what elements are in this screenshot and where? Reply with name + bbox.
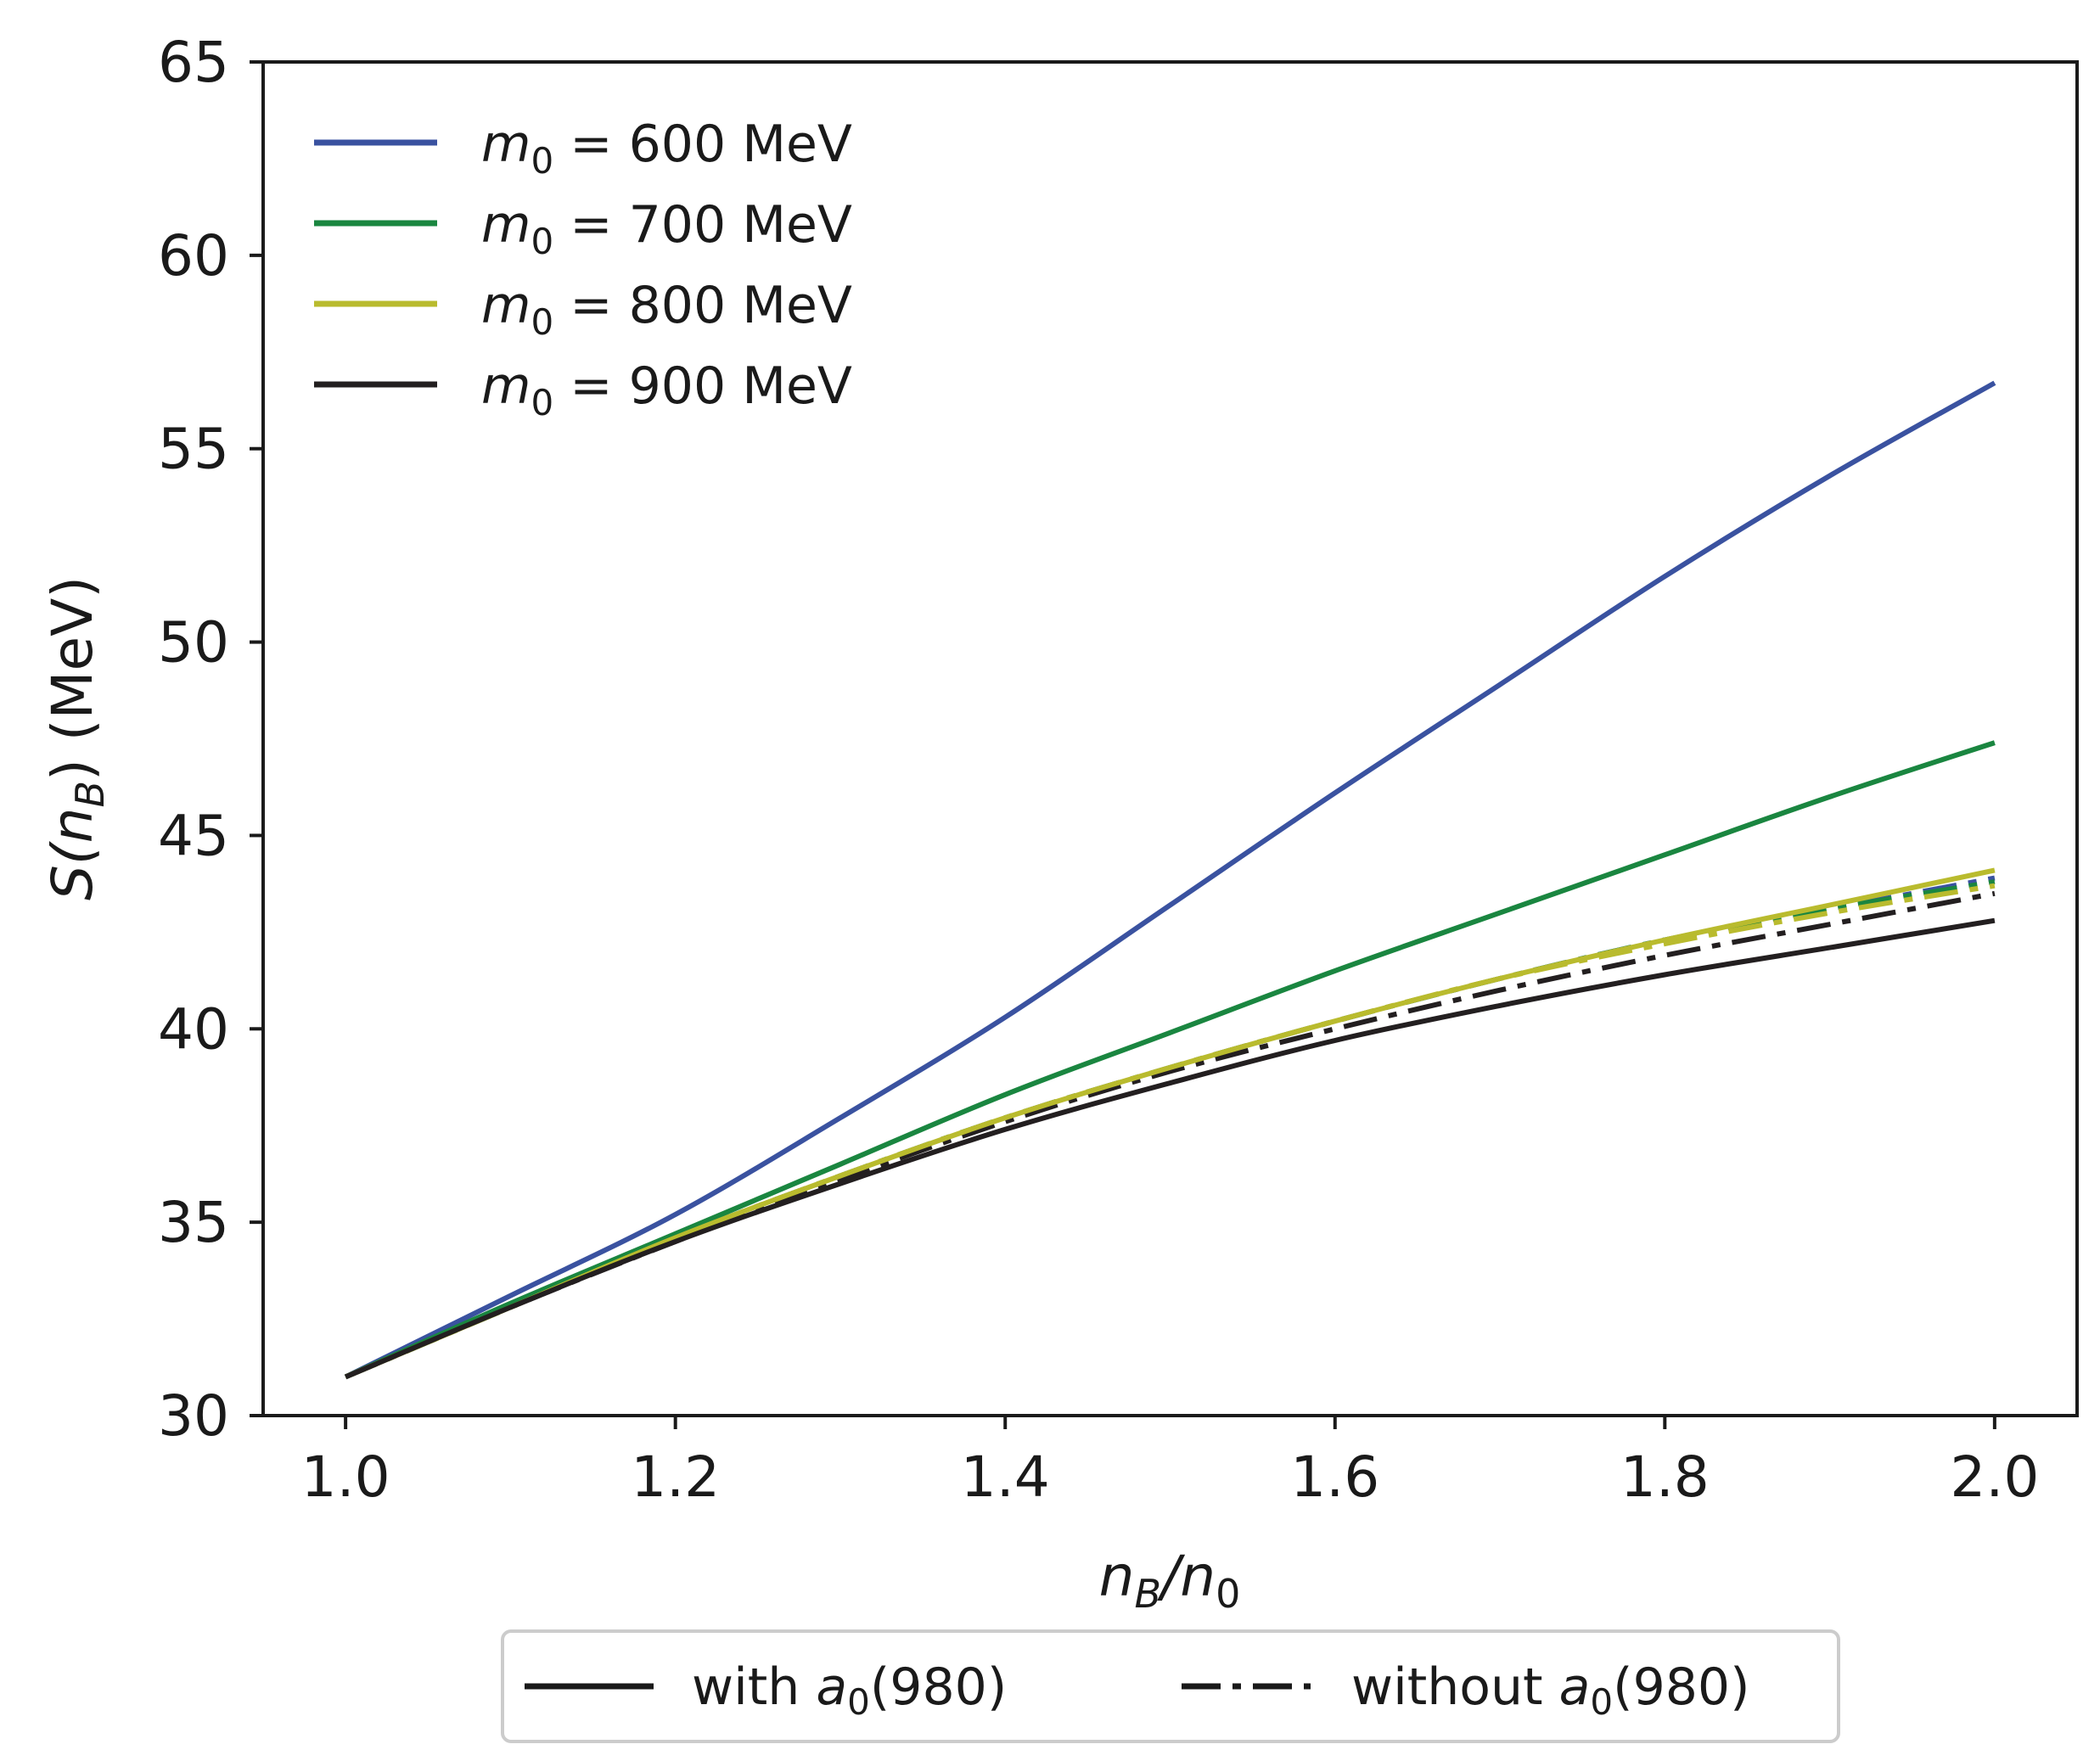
x-tick-label: 2.0 [1950,1444,2039,1510]
y-tick-label: 65 [158,30,229,95]
x-axis-ticks: 1.0 1.2 1.4 1.6 1.8 2.0 [301,1416,2039,1510]
y-tick-label: 35 [158,1190,229,1255]
line-style-legend-box [501,1629,1840,1743]
series-line-with-a0 [344,380,1996,1380]
y-tick-label: 40 [158,996,229,1062]
y-tick-label: 60 [158,223,229,289]
mass-legend: m0 = 600 MeV m0 = 700 MeV m0 = 800 MeV m0 =… [314,115,852,423]
plot-frame [261,60,2079,1417]
y-axis-label: S(nB) (MeV) [40,576,113,900]
x-tick-label: 1.4 [961,1444,1050,1510]
line-style-legend: with a0(980) without a0(980) [501,1629,1840,1743]
series-line-with-a0 [344,867,1996,1380]
y-tick-label: 45 [158,803,229,868]
legend-label: m0 = 900 MeV [481,356,852,423]
series-line-with-a0 [344,740,1996,1380]
series-line-without-a0 [344,875,1996,1380]
y-tick-label: 30 [158,1383,229,1449]
plot-lines [344,380,1996,1380]
y-tick-label: 50 [158,610,229,676]
y-axis-ticks: 30 35 40 45 50 55 60 65 [158,30,263,1449]
x-tick-label: 1.8 [1620,1444,1710,1510]
legend-label: m0 = 600 MeV [481,115,852,182]
series-line-without-a0 [344,890,1996,1380]
legend-without-label: without a0(980) [1351,1657,1750,1723]
series-line-with-a0 [344,917,1996,1380]
x-tick-label: 1.6 [1290,1444,1379,1510]
legend-with-label: with a0(980) [692,1657,1007,1723]
series-line-without-a0 [344,879,1996,1380]
x-axis-label: nB/n0 [1099,1544,1241,1617]
legend-label: m0 = 700 MeV [481,195,852,262]
x-tick-label: 1.0 [301,1444,390,1510]
legend-label: m0 = 800 MeV [481,276,852,343]
x-tick-label: 1.2 [631,1444,720,1510]
y-tick-label: 55 [158,417,229,482]
